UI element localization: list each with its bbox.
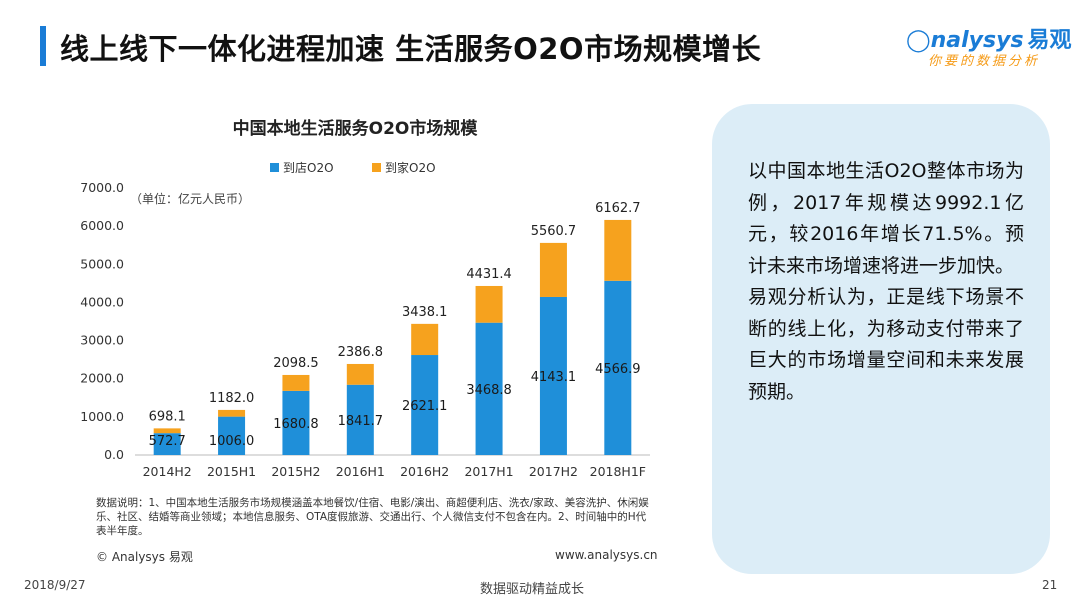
- bar-total-label: 5560.7: [531, 224, 577, 239]
- bar-daodian: [539, 296, 567, 455]
- bar-daodian: [218, 416, 246, 455]
- analysys-logo: ◯nalysys 易观: [906, 22, 1072, 54]
- bar-daojia: [604, 219, 632, 281]
- x-tick-label: 2015H1: [207, 464, 256, 479]
- x-tick-label: 2018H1F: [590, 464, 646, 479]
- bar-total-label: 1182.0: [209, 391, 255, 406]
- legend-swatch: [270, 163, 279, 172]
- logo-a-icon: ◯: [906, 28, 931, 53]
- bar-daodian: [475, 322, 503, 455]
- side-paragraph-2: 易观分析认为，正是线下场景不断的线上化，为移动支付带来了巨大的市场增量空间和未来…: [748, 286, 1024, 403]
- bar-daojia: [282, 374, 310, 391]
- footer-date: 2018/9/27: [24, 578, 86, 592]
- bar-daodian: [282, 390, 310, 455]
- legend-swatch: [372, 163, 381, 172]
- legend-label: 到家O2O: [385, 160, 436, 175]
- bars-group: 572.7 698.1 1006.0 1182.0 1680.8 2098.5 1841.7…: [149, 201, 641, 455]
- bar-total-label: 6162.7: [595, 201, 641, 216]
- y-tick-label: 5000.0: [80, 256, 124, 271]
- o2o-market-chart: 中国本地生活服务O2O市场规模 到店O2O 到家O2O （单位：亿元人民币） 0.…: [80, 118, 650, 479]
- footer-slogan: 数据驱动精益成长: [480, 582, 585, 597]
- bar-total-label: 2386.8: [338, 345, 384, 360]
- bar-inner-label: 3468.8: [466, 383, 512, 398]
- x-tick-label: 2016H1: [336, 464, 385, 479]
- x-tick-label: 2014H2: [143, 464, 192, 479]
- bar-total-label: 3438.1: [402, 305, 448, 320]
- data-note: 数据说明：1、中国本地生活服务市场规模涵盖本地餐饮/住宿、电影/演出、商超便利店…: [96, 497, 649, 537]
- bar-daodian: [411, 355, 439, 455]
- x-tick-label: 2016H2: [400, 464, 449, 479]
- legend-label: 到店O2O: [283, 161, 334, 175]
- logo-text: nalysys: [930, 28, 1024, 53]
- bar-inner-label: 1841.7: [338, 414, 384, 429]
- y-tick-label: 1000.0: [80, 409, 124, 424]
- x-axis: 2014H2 2015H1 2015H2 2016H1 2016H2 2017H1 2017…: [143, 464, 646, 479]
- bar-daojia: [153, 428, 181, 434]
- page-title: 线上线下一体化进程加速 生活服务O2O市场规模增长: [60, 32, 762, 66]
- bar-daodian: [604, 280, 632, 455]
- bar-inner-label: 1006.0: [209, 434, 255, 449]
- y-tick-label: 3000.0: [80, 333, 124, 348]
- bar-daojia: [475, 285, 503, 323]
- bar-daojia: [346, 363, 374, 385]
- x-tick-label: 2015H2: [271, 464, 320, 479]
- y-tick-label: 6000.0: [80, 218, 124, 233]
- copyright: © Analysys 易观: [96, 550, 193, 564]
- bar-daodian: [346, 384, 374, 455]
- x-tick-label: 2017H2: [529, 464, 578, 479]
- bar-daojia: [539, 242, 567, 297]
- y-tick-label: 0.0: [104, 447, 124, 462]
- site-url[interactable]: www.analysys.cn: [555, 548, 658, 562]
- chart-title: 中国本地生活服务O2O市场规模: [233, 118, 479, 139]
- side-panel-text: 以中国本地生活O2O整体市场为例，2017年规模达9992.1亿元，较2016年…: [748, 156, 1024, 408]
- y-tick-label: 7000.0: [80, 180, 124, 195]
- side-paragraph-1: 以中国本地生活O2O整体市场为例，2017年规模达9992.1亿元，较2016年…: [748, 160, 1024, 277]
- y-tick-label: 4000.0: [80, 294, 124, 309]
- y-axis: 0.0 1000.0 2000.0 3000.0 4000.0 5000.0 6000.0 7…: [80, 180, 650, 462]
- side-panel: [712, 104, 1050, 574]
- unit-label: （单位：亿元人民币）: [130, 191, 250, 206]
- y-tick-label: 2000.0: [80, 371, 124, 386]
- bar-total-label: 698.1: [149, 409, 186, 424]
- bar-inner-label: 572.7: [149, 434, 186, 449]
- bar-inner-label: 2621.1: [402, 399, 448, 414]
- bar-inner-label: 4143.1: [531, 370, 577, 385]
- bar-daojia: [411, 323, 439, 356]
- bar-inner-label: 4566.9: [595, 362, 641, 377]
- bar-total-label: 4431.4: [466, 267, 512, 282]
- x-tick-label: 2017H1: [464, 464, 513, 479]
- title-accent-bar: [40, 26, 46, 66]
- logo-slogan: 你要的数据分析: [928, 54, 1041, 69]
- page-number: 21: [1042, 578, 1058, 592]
- bar-inner-label: 1680.8: [273, 417, 319, 432]
- chart-legend: 到店O2O 到家O2O: [270, 160, 436, 175]
- bar-daojia: [218, 409, 246, 417]
- bar-total-label: 2098.5: [273, 356, 319, 371]
- logo-cn: 易观: [1027, 28, 1072, 53]
- bar-daodian: [153, 433, 181, 455]
